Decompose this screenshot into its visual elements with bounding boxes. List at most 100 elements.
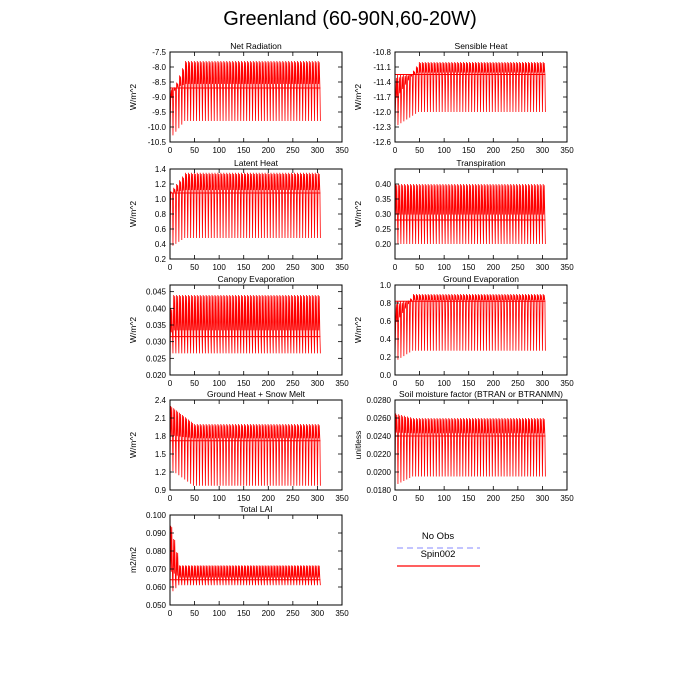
y-tick-label: 0.060 xyxy=(146,583,167,592)
plot-frame xyxy=(394,284,568,376)
chart-panel: 0 50 100 150 200 250 300 350 0.020 0.025 0.030 0.03… xyxy=(128,274,349,388)
x-tick-label: 250 xyxy=(286,146,300,155)
series-line xyxy=(394,61,546,128)
y-tick-label: 0.040 xyxy=(146,304,167,313)
chart-panel: 0 50 100 150 200 250 300 350 0.0 0.2 0.4 0.6 0.8 1.0 G… xyxy=(353,274,574,388)
x-tick-label: 300 xyxy=(311,609,325,618)
plot-frame xyxy=(169,514,343,606)
chart-panel: 0 50 100 150 200 250 300 350 0.9 1.2 1.5 1.8 2.1 2.4 G… xyxy=(128,389,349,503)
x-tick-label: 250 xyxy=(511,494,525,503)
x-tick-label: 150 xyxy=(462,379,476,388)
y-tick-label: 0.2 xyxy=(380,353,392,362)
legend: No Obs Spin002 xyxy=(397,531,480,567)
chart-panel: 0 50 100 150 200 250 300 350 0.2 0.4 0.6 0.8 1.0 1.2 1… xyxy=(128,158,349,272)
y-axis-label: W/m^2 xyxy=(128,432,138,458)
y-tick-label: 0.2 xyxy=(155,255,167,264)
x-tick-label: 150 xyxy=(237,494,251,503)
y-axis-label: W/m^2 xyxy=(353,317,363,343)
x-tick-label: 200 xyxy=(262,494,276,503)
x-tick-label: 350 xyxy=(560,263,574,272)
y-tick-label: 0.30 xyxy=(375,210,391,219)
y-tick-label: -10.0 xyxy=(148,123,167,132)
y-tick-label: 0.045 xyxy=(146,288,167,297)
y-tick-label: -7.5 xyxy=(152,48,166,57)
y-axis-label: W/m^2 xyxy=(128,317,138,343)
y-tick-label: 1.0 xyxy=(155,195,167,204)
x-tick-label: 350 xyxy=(335,263,349,272)
x-tick-label: 50 xyxy=(415,379,424,388)
panel-title: Ground Evaporation xyxy=(443,274,519,284)
y-tick-label: 1.5 xyxy=(155,450,167,459)
x-tick-label: 300 xyxy=(536,379,550,388)
x-tick-label: 0 xyxy=(168,263,173,272)
y-tick-label: -8.5 xyxy=(152,78,166,87)
y-tick-label: 0.8 xyxy=(155,210,167,219)
x-tick-label: 100 xyxy=(212,146,226,155)
plot-frame xyxy=(394,399,568,491)
x-tick-label: 100 xyxy=(437,263,451,272)
y-tick-label: 0.6 xyxy=(380,317,392,326)
chart-panel: 0 50 100 150 200 250 300 350 -10.5 -10.0 -9.5 -9.0 -… xyxy=(128,41,349,155)
x-tick-label: 0 xyxy=(393,494,398,503)
x-tick-label: 100 xyxy=(437,494,451,503)
y-tick-label: 1.2 xyxy=(155,468,167,477)
x-tick-label: 350 xyxy=(335,146,349,155)
x-tick-label: 0 xyxy=(168,146,173,155)
y-axis-label: m2/m2 xyxy=(128,547,138,573)
y-axis-label: W/m^2 xyxy=(128,84,138,110)
x-tick-label: 300 xyxy=(311,263,325,272)
x-tick-label: 200 xyxy=(487,494,501,503)
x-tick-label: 50 xyxy=(415,263,424,272)
y-tick-label: 0.40 xyxy=(375,180,391,189)
x-tick-label: 50 xyxy=(415,494,424,503)
x-tick-label: 100 xyxy=(212,263,226,272)
x-tick-label: 250 xyxy=(286,263,300,272)
y-axis-label: unitless xyxy=(353,431,363,460)
y-axis-label: W/m^2 xyxy=(353,84,363,110)
y-tick-label: -12.0 xyxy=(373,108,392,117)
x-tick-label: 250 xyxy=(511,263,525,272)
x-tick-label: 150 xyxy=(237,146,251,155)
x-tick-label: 300 xyxy=(311,146,325,155)
y-tick-label: -11.7 xyxy=(373,93,391,102)
y-tick-label: -10.8 xyxy=(373,48,392,57)
x-tick-label: 300 xyxy=(536,494,550,503)
y-tick-label: -9.0 xyxy=(152,93,166,102)
series-line xyxy=(394,413,546,486)
x-tick-label: 150 xyxy=(462,494,476,503)
x-tick-label: 50 xyxy=(190,146,199,155)
chart-panel: 0 50 100 150 200 250 300 350 -12.6 -12.3 -12.0 -11.… xyxy=(353,41,574,155)
x-tick-label: 200 xyxy=(262,263,276,272)
y-axis-label: W/m^2 xyxy=(128,201,138,227)
series-line xyxy=(394,293,546,362)
y-tick-label: 0.9 xyxy=(155,486,167,495)
x-tick-label: 350 xyxy=(560,494,574,503)
x-tick-label: 300 xyxy=(536,263,550,272)
legend-label: Spin002 xyxy=(421,549,456,560)
y-tick-label: -8.0 xyxy=(152,63,166,72)
x-tick-label: 150 xyxy=(462,146,476,155)
x-tick-label: 350 xyxy=(560,379,574,388)
y-tick-label: 0.0 xyxy=(380,371,392,380)
x-tick-label: 200 xyxy=(262,609,276,618)
y-tick-label: 2.1 xyxy=(155,414,167,423)
y-tick-label: 0.100 xyxy=(146,511,167,520)
y-tick-label: 0.0280 xyxy=(367,396,392,405)
panel-title: Ground Heat + Snow Melt xyxy=(207,389,306,399)
x-tick-label: 200 xyxy=(262,379,276,388)
panel-title: Net Radiation xyxy=(230,41,282,51)
panel-title: Sensible Heat xyxy=(455,41,509,51)
chart-panel: 0 50 100 150 200 250 300 350 0.050 0.060 0.070 0.08… xyxy=(128,504,349,618)
x-tick-label: 0 xyxy=(393,379,398,388)
y-tick-label: 0.0200 xyxy=(367,468,392,477)
y-tick-label: 0.8 xyxy=(380,299,392,308)
y-tick-label: 0.025 xyxy=(146,354,167,363)
y-tick-label: 0.030 xyxy=(146,338,167,347)
x-tick-label: 250 xyxy=(286,609,300,618)
x-tick-label: 200 xyxy=(487,263,501,272)
series-line xyxy=(169,294,321,372)
y-tick-label: 1.0 xyxy=(380,281,392,290)
x-tick-label: 250 xyxy=(511,379,525,388)
series-line xyxy=(169,172,321,248)
